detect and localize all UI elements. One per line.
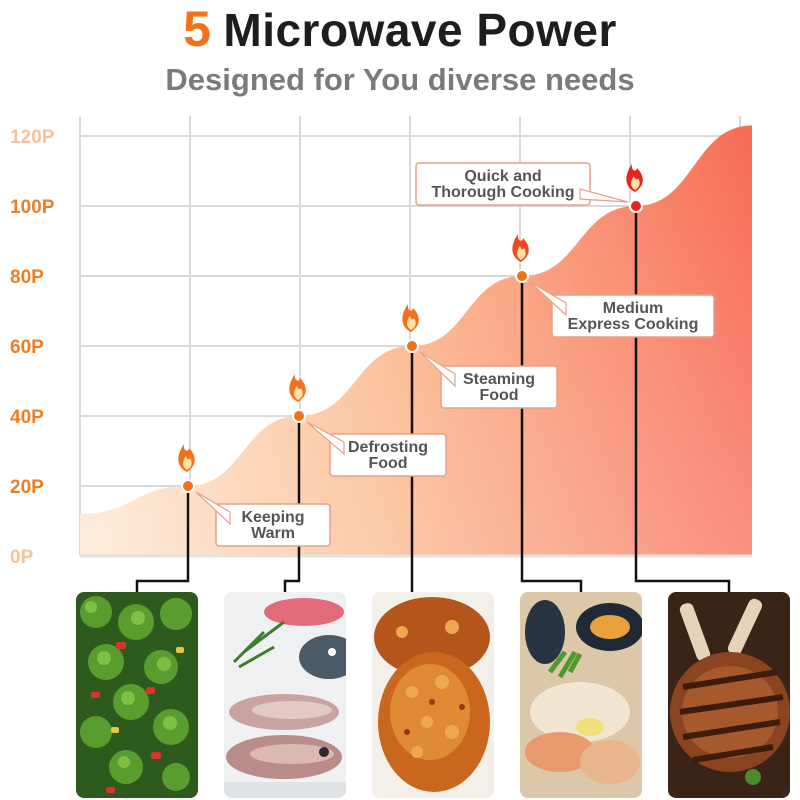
- flame-icon: [626, 164, 643, 192]
- y-tick-label: 60P: [10, 337, 44, 358]
- power-area-shade: [80, 125, 752, 556]
- flame-icon: [402, 304, 419, 332]
- data-points: [178, 164, 643, 493]
- y-tick-label: 100P: [10, 197, 55, 218]
- power-point: [405, 339, 419, 353]
- power-point: [629, 199, 643, 213]
- connector-line: [135, 486, 190, 592]
- title-text: Microwave Power: [223, 4, 617, 56]
- chart-area-layer: [80, 125, 752, 558]
- connector-lines: [135, 206, 731, 592]
- broccoli-dish-image: [76, 592, 198, 798]
- grilled-steak-image: [668, 592, 790, 798]
- power-point: [515, 269, 529, 283]
- connector-line: [283, 416, 301, 592]
- page-subtitle: Designed for You diverse needs: [165, 62, 635, 97]
- callouts: KeepingWarmDefrostingFoodSteamingFoodMed…: [195, 162, 715, 547]
- callout-text-line: Express Cooking: [568, 316, 699, 333]
- y-tick-label: 40P: [10, 407, 44, 428]
- callout-text-line: Quick and: [464, 168, 541, 185]
- flame-icon: [289, 374, 306, 402]
- y-tick-label: 120P: [10, 127, 55, 148]
- flame-icon: [178, 444, 195, 472]
- y-tick-label: 0P: [10, 547, 34, 568]
- callout-text-line: Food: [479, 387, 518, 404]
- y-axis-ticks: 0P 20P 40P 60P 80P 100P 120P: [10, 127, 55, 568]
- page-title: 5 Microwave Power: [0, 0, 800, 58]
- callout-text-line: Defrosting: [348, 439, 428, 456]
- power-point: [292, 409, 306, 423]
- callout-text-line: Thorough Cooking: [431, 184, 574, 201]
- callout-text-line: Steaming: [463, 371, 535, 388]
- flame-icon: [512, 234, 529, 262]
- y-tick-label: 80P: [10, 267, 44, 288]
- seafood-dish-image: [520, 592, 642, 798]
- title-number: 5: [183, 1, 212, 57]
- callout-text-line: Keeping: [241, 509, 304, 526]
- connector-line: [520, 276, 583, 592]
- callout-text-line: Food: [368, 455, 407, 472]
- fried-chicken-image: [372, 592, 494, 798]
- y-tick-label: 20P: [10, 477, 44, 498]
- callout-text-line: Warm: [251, 525, 295, 542]
- callout-text-line: Medium: [603, 300, 663, 317]
- power-point: [181, 479, 195, 493]
- connector-line: [634, 206, 731, 592]
- raw-fish-image: [224, 592, 346, 798]
